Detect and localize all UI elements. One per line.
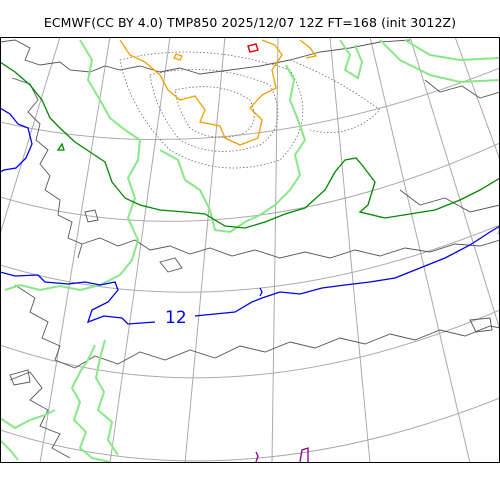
- isotherm-green: [0, 61, 500, 229]
- coastline-island: [469, 317, 493, 333]
- isotherm-green: [56, 142, 65, 151]
- meridian-line: [39, 37, 111, 463]
- coastline-east-2: [399, 189, 500, 213]
- map-panel[interactable]: 12 12: [0, 37, 500, 463]
- isotherm-light-green-line: [0, 439, 19, 461]
- latitude-line: [0, 142, 500, 222]
- meridian-line: [184, 37, 226, 463]
- meridian-line: [0, 37, 61, 236]
- latitude-line: [0, 397, 500, 462]
- isotherm-orange: [173, 53, 183, 61]
- meridian-line: [454, 37, 500, 161]
- coastline-island: [9, 369, 31, 386]
- isotherm-light-green-line: [94, 339, 119, 456]
- dotted-contours: [119, 51, 381, 169]
- coastline-west: [11, 77, 83, 259]
- meridian-line: [329, 37, 371, 463]
- isotherm-light-green-line: [404, 39, 500, 62]
- isotherm-light-green-line: [339, 39, 364, 80]
- latitude-line: [0, 224, 500, 293]
- isotherm-light-green-line: [70, 344, 111, 463]
- coastlines: [0, 39, 500, 459]
- coastline-north: [0, 39, 411, 75]
- isotherm-red: [247, 43, 259, 53]
- isotherm-orange: [299, 39, 318, 59]
- isotherm-blue: [259, 287, 263, 297]
- isotherm-light-green-line: [4, 39, 142, 292]
- coastline-south: [9, 371, 71, 459]
- isotherm-orange: [119, 39, 283, 146]
- latitude-line: [0, 67, 500, 141]
- contour-label-blue: 12: [165, 308, 187, 328]
- isotherm-purple-line: [255, 451, 259, 463]
- graticule-latitudes: [0, 67, 500, 462]
- chart-title: ECMWF(CC BY 4.0) TMP850 2025/12/07 12Z F…: [43, 15, 457, 30]
- dotted-contour: [289, 59, 381, 133]
- coastline-island: [84, 209, 99, 223]
- isotherm-light-green-line: [0, 409, 56, 430]
- map-canvas[interactable]: 12 12: [0, 37, 500, 463]
- contour-label-gray: 12: [496, 227, 500, 237]
- dotted-contour: [174, 86, 255, 138]
- dotted-contour: [149, 69, 279, 152]
- isotherm-purple-line: [299, 447, 309, 463]
- meridian-line: [409, 37, 500, 331]
- graticule-meridians: [0, 37, 500, 463]
- isotherm-light-green-line: [379, 39, 500, 84]
- meridian-line: [109, 37, 171, 463]
- coastline-island: [159, 257, 183, 273]
- isotherm-light-green: [0, 39, 500, 463]
- isotherm-purple: [255, 447, 309, 463]
- meridian-line: [271, 37, 279, 463]
- coastline-mid: [14, 284, 500, 369]
- dotted-contour: [119, 51, 304, 169]
- coastline-east: [424, 79, 500, 99]
- isotherm-blue: [0, 107, 33, 173]
- isotherm-light-green-line: [159, 64, 307, 234]
- isotherm-blue: [0, 271, 156, 325]
- isotherm-blue: [194, 225, 500, 317]
